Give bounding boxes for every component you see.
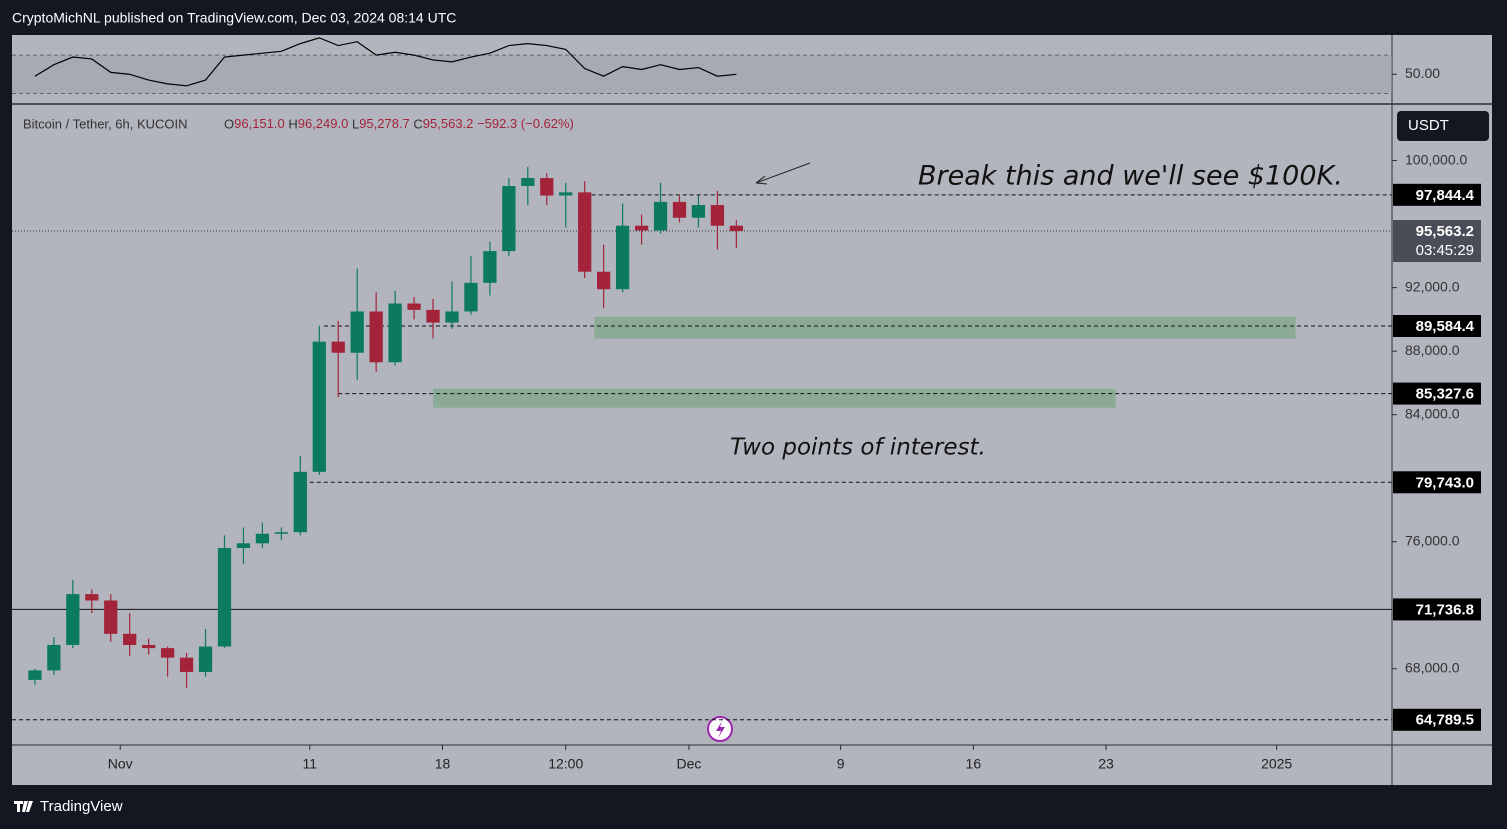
x-tick-label: 2025 [1261, 756, 1292, 772]
candle-body [483, 251, 497, 283]
candle-body [198, 646, 213, 672]
candle-body [369, 311, 383, 363]
x-tick-label: 16 [966, 756, 982, 772]
level-label: 64,789.5 [1416, 712, 1474, 729]
currency-button[interactable] [1397, 111, 1489, 141]
candle-body [350, 311, 364, 353]
change-value: −592.3 (−0.62%) [477, 116, 574, 131]
arrow-head [755, 175, 768, 185]
level-label-box [1393, 598, 1481, 621]
footer-brand: TradingView [40, 798, 123, 815]
candle-body [540, 178, 554, 196]
candle-body [729, 225, 743, 232]
candle-body [85, 594, 99, 601]
candle-body [634, 225, 649, 231]
candle-body [653, 201, 668, 231]
currency-label: USDT [1408, 117, 1449, 134]
x-tick-label: 11 [303, 756, 318, 772]
candle-body [521, 178, 535, 186]
candle-body [691, 205, 706, 218]
high-value: 96,249.0 [298, 116, 349, 131]
candle-body [672, 201, 687, 218]
level-label: 97,844.4 [1416, 187, 1475, 204]
y-tick-label: 92,000.0 [1405, 278, 1460, 294]
candle-body [464, 282, 478, 312]
candle-body [407, 303, 421, 310]
legend: Bitcoin / Tether, 6h, KUCOIN O96,151.0 H… [23, 116, 574, 131]
symbol: Bitcoin / Tether, 6h, KUCOIN [23, 116, 188, 131]
countdown: 03:45:29 [1416, 242, 1474, 259]
candle-body [160, 648, 175, 658]
close-value: 95,563.2 [423, 116, 474, 131]
chart-panel [12, 35, 1492, 785]
candle-body [47, 644, 61, 671]
candle-body [28, 670, 42, 680]
candle-body [388, 303, 402, 363]
candle-body [710, 205, 725, 226]
x-tick-label: 23 [1098, 756, 1114, 772]
legend-ohlc: O96,151.0 H96,249.0 L95,278.7 C95,563.2 … [224, 116, 574, 131]
level-label: 85,327.6 [1416, 386, 1474, 403]
x-tick-label: 12:00 [548, 756, 583, 772]
level-label: 71,736.8 [1416, 601, 1474, 618]
zone [594, 316, 1296, 339]
level-label: 79,743.0 [1416, 474, 1474, 491]
x-tick-label: 18 [435, 756, 451, 772]
candle-body [445, 311, 459, 323]
candle-body [312, 341, 326, 472]
level-label-box [1393, 314, 1481, 337]
candle-body [179, 657, 194, 672]
y-tick-label: 68,000.0 [1405, 659, 1460, 675]
level-label-box [1393, 183, 1481, 206]
rsi-line [34, 37, 737, 87]
candle-body [123, 633, 137, 645]
arrow [755, 162, 811, 184]
candle-body [142, 644, 156, 649]
low-value: 95,278.7 [359, 116, 410, 131]
candle-body [217, 548, 232, 647]
x-tick-label: 9 [837, 756, 845, 772]
zone [433, 388, 1116, 408]
publish-header: CryptoMichNL published on TradingView.co… [12, 10, 456, 26]
y-tick-label: 84,000.0 [1405, 405, 1460, 421]
annotation: Break this and we'll see $100K. [918, 161, 1343, 192]
candle-body [426, 309, 440, 323]
candle-body [559, 192, 573, 196]
y-tick-label: 88,000.0 [1405, 342, 1460, 358]
candle-body [293, 471, 307, 533]
candle-body [597, 271, 611, 290]
candle-body [615, 225, 630, 290]
open-value: 96,151.0 [234, 116, 285, 131]
candle-body [331, 341, 345, 353]
candle-body [578, 192, 592, 272]
rsi-tick-label: 50.00 [1405, 65, 1440, 81]
candle-body [236, 543, 251, 549]
level-label-box [1393, 382, 1481, 405]
last-price-box [1393, 220, 1481, 263]
logo [14, 801, 33, 812]
rsi-band [12, 55, 1392, 94]
candle-body [255, 533, 270, 544]
candle-body [104, 600, 118, 634]
candle-body [502, 185, 516, 252]
y-tick-label: 76,000.0 [1405, 532, 1460, 548]
candle-body [66, 594, 80, 645]
x-tick-label: Nov [108, 756, 133, 772]
level-label-box [1393, 471, 1481, 494]
annotation: Two points of interest. [730, 435, 986, 461]
candle-body [274, 532, 288, 534]
level-label-box [1393, 708, 1481, 731]
last-price-label: 95,563.2 [1416, 223, 1474, 240]
x-tick-label: Dec [677, 756, 702, 772]
level-label: 89,584.4 [1416, 318, 1475, 335]
y-tick-label: 100,000.0 [1405, 151, 1467, 167]
event-bolt [716, 721, 725, 738]
